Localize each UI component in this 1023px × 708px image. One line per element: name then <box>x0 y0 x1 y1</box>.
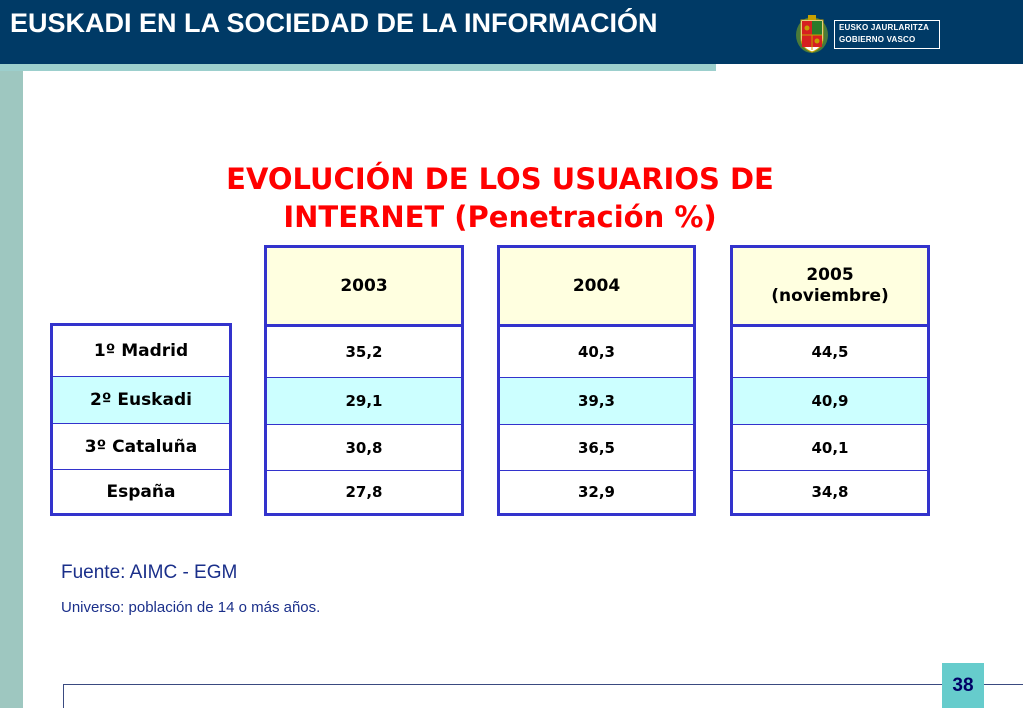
row-label-madrid: 1º Madrid <box>53 326 229 377</box>
gobierno-vasco-logo: EUSKO JAURLARITZA GOBIERNO VASCO <box>795 12 945 56</box>
row-label-espana: España <box>106 481 176 502</box>
value-euskadi-2004: 39,3 <box>500 378 693 425</box>
column-header-sublabel: (noviembre) <box>771 286 889 306</box>
footer-line-horizontal <box>63 684 943 685</box>
logo-line-spanish: GOBIERNO VASCO <box>839 35 916 44</box>
year-column-2003: 2003 35,2 29,1 30,8 27,8 <box>264 245 464 516</box>
column-header-2004: 2004 <box>500 248 693 327</box>
header-accent-strip <box>0 64 716 71</box>
slide-title: EVOLUCIÓN DE LOS USUARIOS DE INTERNET (P… <box>160 160 840 236</box>
logo-text-box: EUSKO JAURLARITZA GOBIERNO VASCO <box>834 20 940 49</box>
footer-line-vertical <box>63 684 64 708</box>
value-madrid-2003: 35,2 <box>267 327 461 378</box>
page-number: 38 <box>942 663 984 708</box>
slide-title-line1: EVOLUCIÓN DE LOS USUARIOS DE <box>226 162 774 196</box>
value-euskadi-2005: 40,9 <box>733 378 927 425</box>
universe-note: Universo: población de 14 o más años. <box>61 599 321 616</box>
footer-line-right <box>984 684 1023 685</box>
value-espana-2003: 27,8 <box>345 483 383 501</box>
basque-coat-of-arms-icon <box>796 15 828 53</box>
value-cataluna-2004: 36,5 <box>500 425 693 471</box>
value-madrid-2005: 44,5 <box>733 327 927 378</box>
value-madrid-2004: 40,3 <box>500 327 693 378</box>
left-accent-bar <box>0 71 23 708</box>
row-labels-column: 1º Madrid 2º Euskadi 3º Cataluña España <box>50 323 232 516</box>
row-label-cataluna: 3º Cataluña <box>53 424 229 470</box>
year-column-2004: 2004 40,3 39,3 36,5 32,9 <box>497 245 696 516</box>
value-espana-2005: 34,8 <box>811 483 849 501</box>
slide-title-line2: INTERNET (Penetración %) <box>283 200 717 234</box>
header-bar: EUSKADI EN LA SOCIEDAD DE LA INFORMACIÓN… <box>0 0 1023 64</box>
header-title: EUSKADI EN LA SOCIEDAD DE LA INFORMACIÓN <box>10 8 658 38</box>
column-header-2003: 2003 <box>267 248 461 327</box>
column-header-label: 2005 <box>806 265 854 285</box>
column-header-label: 2003 <box>340 275 388 296</box>
column-header-label: 2004 <box>572 275 621 296</box>
logo-line-basque: EUSKO JAURLARITZA <box>839 23 930 32</box>
value-cataluna-2005: 40,1 <box>733 425 927 471</box>
value-cataluna-2003: 30,8 <box>267 425 461 471</box>
value-euskadi-2003: 29,1 <box>267 378 461 425</box>
year-column-2005: 2005 (noviembre) 44,5 40,9 40,1 34,8 <box>730 245 930 516</box>
column-header-2005: 2005 (noviembre) <box>733 248 927 327</box>
value-espana-2004: 32,9 <box>577 483 615 501</box>
row-label-euskadi: 2º Euskadi <box>53 377 229 424</box>
source-note: Fuente: AIMC - EGM <box>61 562 238 583</box>
